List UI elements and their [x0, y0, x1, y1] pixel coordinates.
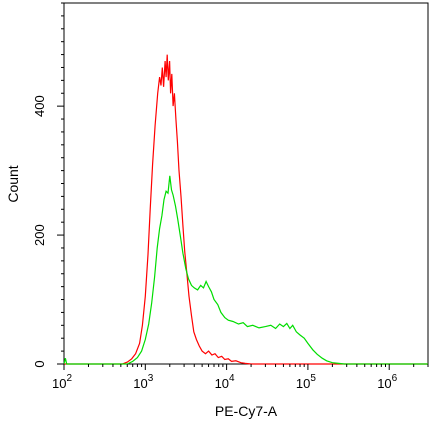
- y-tick-label: 0: [32, 360, 47, 367]
- x-tick-label: 103: [133, 373, 153, 391]
- x-tick-label: 104: [215, 373, 235, 391]
- series-layer: [63, 54, 428, 365]
- x-axis-title: PE-Cy7-A: [215, 403, 278, 419]
- x-tick-label: 105: [296, 373, 316, 391]
- y-tick-label: 400: [32, 95, 47, 117]
- y-tick-label: 200: [32, 224, 47, 246]
- series-line-1: [64, 54, 428, 365]
- x-axis: 102 103 104 105 106: [52, 364, 429, 391]
- x-tick-label: 106: [377, 373, 397, 391]
- x-tick-label: 102: [52, 373, 72, 391]
- plot-frame: [63, 2, 429, 365]
- y-axis-title: Count: [5, 165, 21, 202]
- y-axis: 0 200 400: [32, 2, 64, 368]
- series-line-2: [63, 175, 428, 365]
